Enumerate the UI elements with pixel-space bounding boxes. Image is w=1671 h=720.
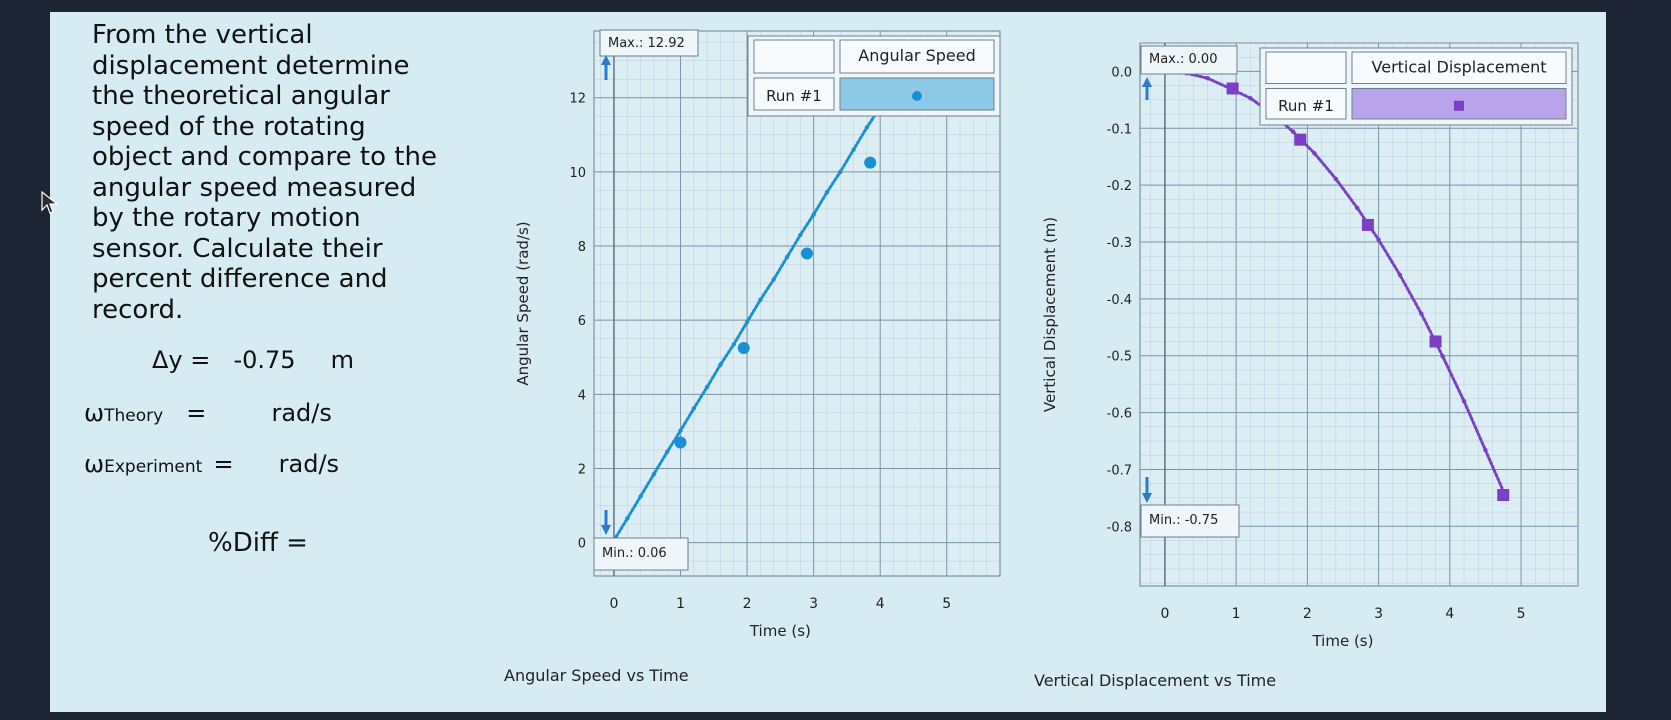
omega-experiment-equation: ωExperiment = rad/s [84,450,339,478]
omega-theory-unit: rad/s [271,399,332,427]
mouse-pointer-icon [41,190,59,214]
dy-equation: Δy = -0.75 m [152,346,354,374]
instruction-line: sensor. Calculate their [92,233,383,264]
omega-experiment-sub: Experiment [104,457,203,477]
instruction-line: speed of the rotating [92,111,366,142]
instruction-line: object and compare to the [92,142,437,172]
instruction-line: displacement determine [92,50,410,81]
omega-theory-sub: Theory [104,406,164,426]
dy-value: -0.75 [233,346,296,374]
instruction-text: From the vertical displacement determine t… [92,20,472,325]
instruction-line: angular speed measured [92,172,417,203]
instruction-line: percent difference and [92,264,388,294]
instruction-line: From the vertical [92,20,313,50]
omega-theory-eq: = [186,399,207,427]
omega-theory-symbol: ω [84,399,105,427]
omega-experiment-eq: = [213,450,234,478]
percent-diff-equation: %Diff = [208,528,308,558]
dy-unit: m [330,346,355,374]
omega-theory-equation: ωTheory = rad/s [84,399,332,427]
instruction-line: the theoretical angular [92,81,390,111]
dy-label: Δy = [152,346,211,374]
instruction-line: by the rotary motion [92,203,361,233]
omega-experiment-symbol: ω [84,450,105,478]
omega-experiment-unit: rad/s [278,450,340,478]
percent-diff-label: %Diff = [208,528,308,558]
instruction-line: record. [92,294,184,325]
